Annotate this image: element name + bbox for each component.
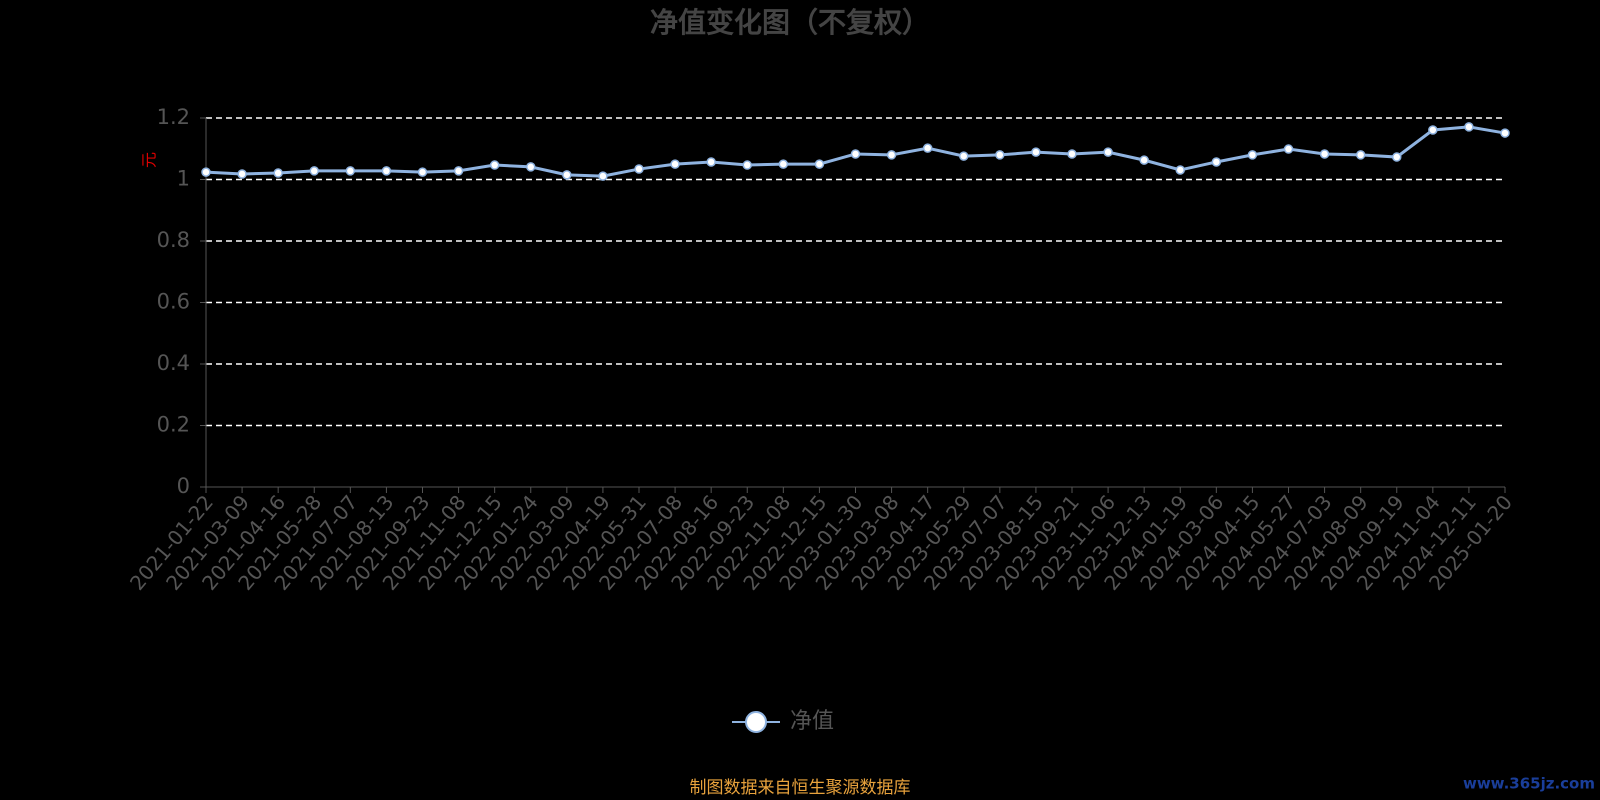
y-axis-label: 元: [140, 152, 159, 168]
data-point: [453, 166, 464, 176]
data-point: [201, 167, 211, 177]
y-tick-label: 0.2: [157, 413, 190, 437]
data-point: [1319, 149, 1330, 159]
data-point: [634, 164, 644, 174]
data-point: [237, 169, 247, 179]
data-point: [345, 166, 356, 176]
y-tick-label: 1.2: [157, 105, 190, 129]
data-point: [706, 157, 716, 167]
data-point: [1247, 150, 1258, 160]
source-note: 制图数据来自恒生聚源数据库: [690, 778, 911, 798]
data-point: [850, 149, 861, 159]
data-point: [670, 159, 680, 169]
data-point: [1031, 147, 1041, 157]
data-point: [489, 160, 500, 170]
data-point: [922, 143, 933, 153]
data-point: [417, 167, 428, 177]
data-point: [1464, 122, 1474, 132]
y-tick-label: 0.4: [157, 351, 190, 375]
data-point: [381, 166, 392, 176]
data-point: [1139, 155, 1149, 165]
data-point: [995, 150, 1005, 160]
data-point: [886, 150, 897, 160]
legend-label: 净值: [790, 709, 834, 734]
data-point: [598, 171, 608, 181]
data-point: [1392, 152, 1402, 162]
data-point: [562, 170, 572, 180]
data-point: [1067, 149, 1077, 159]
watermark: www.365jz.com: [1463, 775, 1595, 793]
y-tick-label: 0: [177, 474, 190, 498]
data-point: [778, 159, 789, 169]
legend-marker: [745, 711, 767, 733]
data-point: [959, 151, 969, 161]
chart-title: 净值变化图（不复权）: [650, 6, 930, 39]
y-tick-label: 0.8: [157, 228, 190, 252]
y-tick-label: 1: [177, 167, 190, 191]
data-point: [1355, 150, 1366, 160]
data-point: [814, 159, 825, 169]
data-point: [1500, 128, 1510, 138]
data-point: [1283, 144, 1294, 154]
data-point: [1175, 165, 1185, 175]
data-point: [309, 166, 319, 176]
data-point: [273, 168, 283, 178]
data-point: [1428, 125, 1438, 135]
data-point: [742, 160, 752, 170]
data-point: [1103, 147, 1113, 157]
data-point: [1211, 157, 1222, 167]
data-point: [526, 162, 536, 172]
y-tick-label: 0.6: [157, 290, 190, 314]
